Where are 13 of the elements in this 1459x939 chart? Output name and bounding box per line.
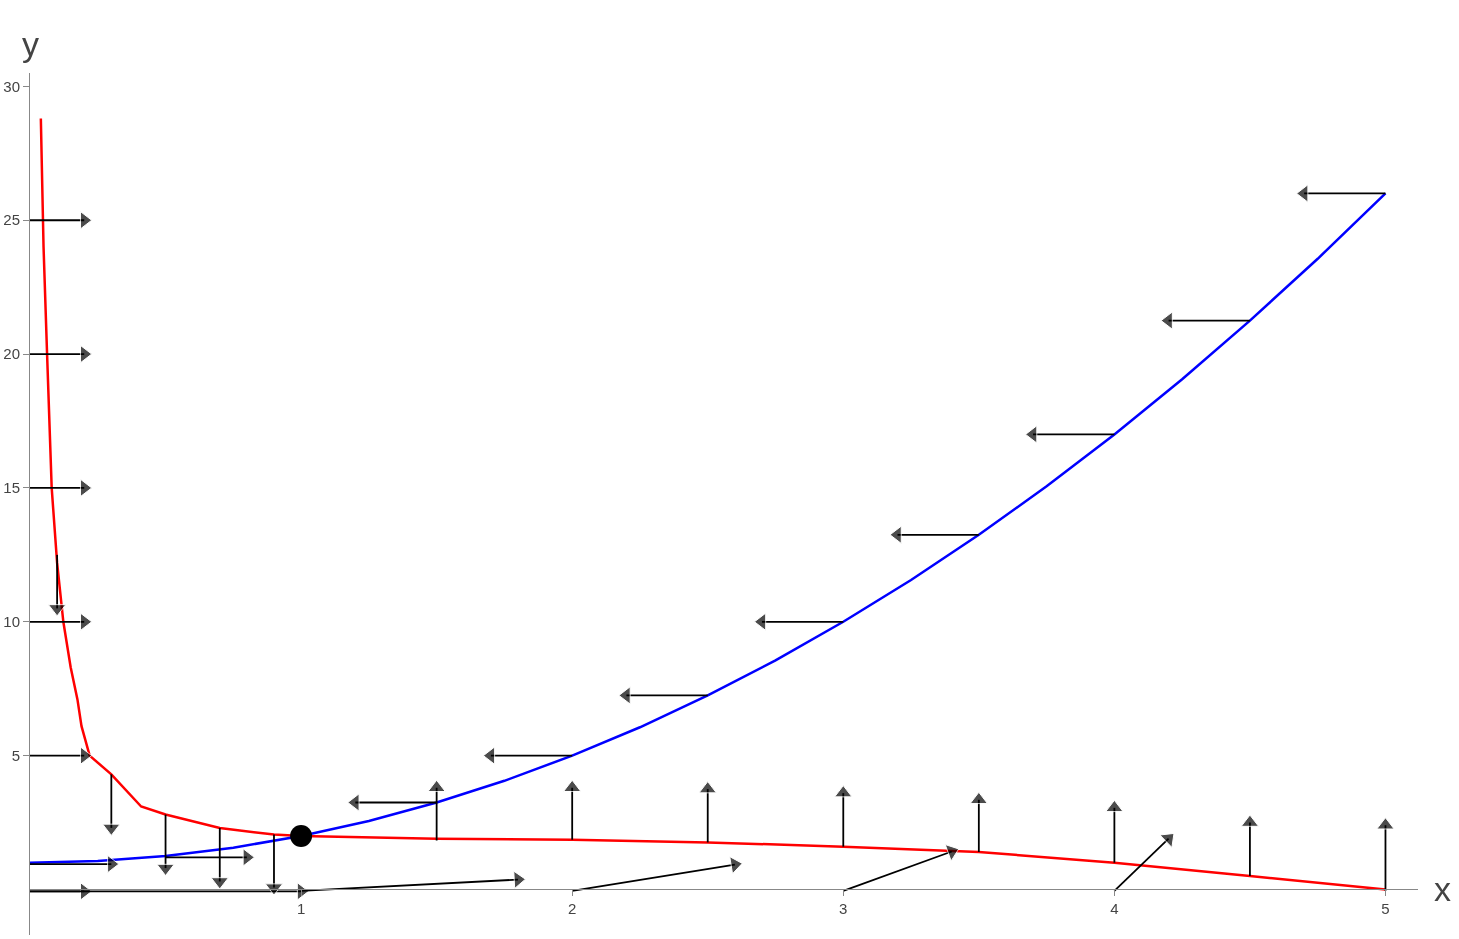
y-tick-label: 30 bbox=[3, 77, 20, 95]
x-tick-label: 3 bbox=[839, 900, 848, 918]
x-tick-label: 5 bbox=[1381, 900, 1390, 918]
y-tick-label: 20 bbox=[3, 345, 20, 363]
x-tick-label: 2 bbox=[568, 900, 577, 918]
y-tick-label: 15 bbox=[3, 479, 20, 497]
x-tick-label: 4 bbox=[1110, 900, 1119, 918]
x-axis-title: x bbox=[1434, 870, 1451, 908]
y-axis-title: y bbox=[22, 25, 39, 63]
y-tick-label: 10 bbox=[3, 613, 20, 631]
y-tick-label: 5 bbox=[11, 746, 20, 764]
x-tick-label: 1 bbox=[296, 900, 306, 918]
y-tick-label: 25 bbox=[3, 211, 20, 229]
